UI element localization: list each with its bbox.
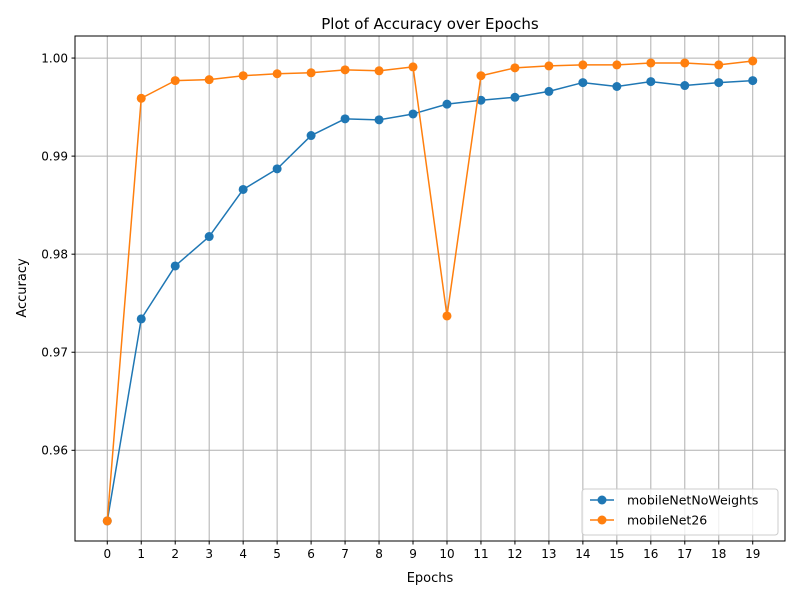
data-point-mobilenetnoweights <box>238 184 248 194</box>
x-tick-label: 12 <box>507 547 522 561</box>
data-point-mobilenetnoweights <box>714 78 724 88</box>
data-point-mobilenet26 <box>544 61 554 71</box>
y-tick-label: 0.99 <box>41 149 68 163</box>
data-point-mobilenetnoweights <box>408 109 418 119</box>
series-layer <box>102 56 758 526</box>
series-mobilenetnoweights <box>102 76 758 526</box>
data-point-mobilenet26 <box>680 58 690 68</box>
data-point-mobilenet26 <box>170 76 180 86</box>
legend-box <box>581 488 779 536</box>
data-point-mobilenetnoweights <box>578 78 588 88</box>
data-point-mobilenetnoweights <box>340 114 350 124</box>
y-tick-label: 0.98 <box>41 247 68 261</box>
y-tick-label: 0.97 <box>41 346 68 360</box>
axis-ticks: 0 1 2 3 4 5 6 7 8 9 10 11 12 13 14 15 16 17 18 190.960.970.… <box>41 51 760 561</box>
x-tick-label: 4 <box>239 547 247 561</box>
x-tick-label: 17 <box>677 547 692 561</box>
x-tick-label: 11 <box>473 547 488 561</box>
series-mobilenet26 <box>102 56 758 526</box>
data-point-mobilenet26 <box>408 62 418 72</box>
legend-marker-mobilenetnoweights <box>597 495 607 505</box>
data-point-mobilenetnoweights <box>442 99 452 109</box>
x-tick-label: 2 <box>171 547 179 561</box>
data-point-mobilenetnoweights <box>646 77 656 87</box>
series-line-mobilenetnoweights <box>106 79 753 522</box>
data-point-mobilenet26 <box>238 71 248 81</box>
data-point-mobilenet26 <box>374 66 384 76</box>
x-tick-label: 14 <box>575 547 590 561</box>
data-point-mobilenet26 <box>646 58 656 68</box>
x-tick-label: 1 <box>137 547 145 561</box>
data-point-mobilenet26 <box>748 56 758 66</box>
series-line-mobilenet26 <box>106 60 753 521</box>
data-point-mobilenetnoweights <box>544 86 554 96</box>
data-point-mobilenetnoweights <box>374 115 384 125</box>
data-point-mobilenetnoweights <box>748 76 758 86</box>
data-point-mobilenet26 <box>714 60 724 70</box>
data-point-mobilenetnoweights <box>612 82 622 91</box>
x-tick-label: 7 <box>341 547 349 561</box>
x-axis-label: Epochs <box>407 571 454 586</box>
x-tick-label: 0 <box>103 547 111 561</box>
y-tick-label: 0.96 <box>41 444 68 458</box>
data-point-mobilenet26 <box>612 60 622 70</box>
data-point-mobilenetnoweights <box>170 261 180 271</box>
x-tick-label: 15 <box>609 547 624 561</box>
legend-label-mobilenetnoweights: mobileNetNoWeights <box>627 493 758 508</box>
data-point-mobilenetnoweights <box>272 164 282 174</box>
x-tick-label: 13 <box>541 547 556 561</box>
data-point-mobilenet26 <box>340 65 350 75</box>
data-point-mobilenet26 <box>136 93 146 103</box>
x-tick-label: 16 <box>643 547 658 561</box>
data-point-mobilenetnoweights <box>204 232 214 242</box>
x-tick-label: 19 <box>745 547 760 561</box>
legend: mobileNetNoWeights mobileNet26 <box>581 488 779 536</box>
x-tick-label: 6 <box>307 547 315 561</box>
data-point-mobilenet26 <box>578 60 588 70</box>
legend-label-mobilenet26: mobileNet26 <box>627 513 707 528</box>
data-point-mobilenetnoweights <box>680 81 690 91</box>
x-tick-label: 18 <box>711 547 726 561</box>
data-point-mobilenet26 <box>204 75 214 85</box>
plot-area-frame <box>74 35 786 542</box>
y-tick-label: 1.00 <box>41 51 68 65</box>
chart-title: Plot of Accuracy over Epochs <box>321 15 539 33</box>
data-point-mobilenet26 <box>102 516 112 526</box>
data-point-mobilenet26 <box>510 63 520 73</box>
x-tick-label: 5 <box>273 547 281 561</box>
data-point-mobilenetnoweights <box>510 92 520 102</box>
data-point-mobilenet26 <box>442 311 452 321</box>
x-tick-label: 10 <box>439 547 454 561</box>
data-point-mobilenetnoweights <box>476 95 486 105</box>
x-tick-label: 9 <box>409 547 417 561</box>
data-point-mobilenet26 <box>306 68 316 78</box>
data-point-mobilenetnoweights <box>306 131 316 141</box>
legend-marker-mobilenet26 <box>597 515 607 525</box>
data-point-mobilenet26 <box>476 71 486 81</box>
x-tick-label: 3 <box>205 547 213 561</box>
data-point-mobilenetnoweights <box>136 314 146 324</box>
data-point-mobilenet26 <box>272 69 282 79</box>
y-axis-label: Accuracy <box>15 258 30 318</box>
x-tick-label: 8 <box>375 547 383 561</box>
